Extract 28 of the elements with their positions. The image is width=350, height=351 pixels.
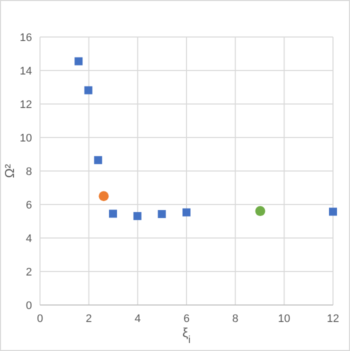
y-tick-label: 6	[26, 200, 32, 212]
point	[109, 210, 118, 218]
point	[74, 57, 83, 66]
y-tick-label: 10	[20, 132, 32, 144]
y-tick-label: 8	[26, 166, 32, 178]
x-tick-label: 8	[232, 313, 238, 325]
point	[94, 156, 102, 164]
y-tick-label: 16	[20, 32, 32, 44]
point	[182, 208, 190, 216]
point	[84, 86, 92, 94]
x-axis-title: ξ$_{i}$	[182, 325, 191, 346]
x-tick-label: 4	[134, 313, 141, 325]
x-tick-label: 0	[36, 313, 44, 325]
y-tick-label: 12	[20, 99, 32, 111]
y-tick-label: 0	[26, 300, 32, 312]
x-tick-label: 2	[86, 313, 92, 325]
x-tick-label: 10	[278, 313, 290, 325]
x-tick-label: 12	[326, 313, 340, 325]
x-tick-label: 6	[183, 313, 190, 325]
y-axis-title: Ω²	[2, 163, 17, 178]
point	[158, 210, 166, 218]
point	[329, 208, 337, 216]
y-tick-label: 14	[20, 66, 32, 78]
point	[255, 206, 266, 216]
y-tick-label: 2	[26, 266, 32, 278]
point	[133, 212, 142, 220]
point	[98, 191, 109, 202]
y-tick-label: 4	[26, 233, 32, 245]
